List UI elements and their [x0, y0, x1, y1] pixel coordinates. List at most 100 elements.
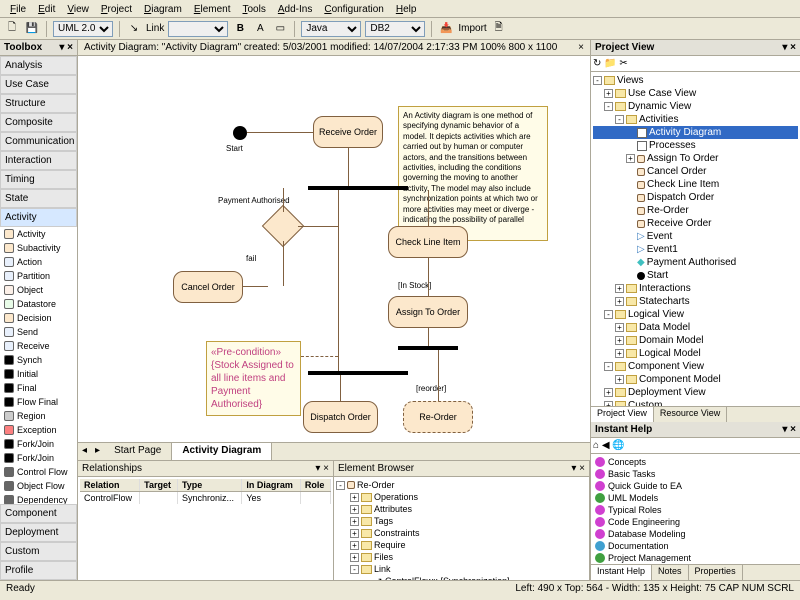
- tree-check-line-item[interactable]: Check Line Item: [593, 178, 798, 191]
- project-tree[interactable]: -Views+Use Case View-Dynamic View-Activi…: [591, 72, 800, 406]
- help-database-modeling[interactable]: Database Modeling: [593, 528, 798, 540]
- toolbox-item-flow-final[interactable]: Flow Final: [0, 395, 77, 409]
- tree-assign-to-order[interactable]: +Assign To Order: [593, 152, 798, 165]
- tab-instant-help[interactable]: Instant Help: [591, 565, 652, 580]
- precondition-note[interactable]: «Pre-condition»{Stock Assigned to all li…: [206, 341, 301, 416]
- toolbox-item-region[interactable]: Region: [0, 409, 77, 423]
- cut-icon[interactable]: ✂: [619, 58, 627, 69]
- bold-icon[interactable]: B: [232, 21, 248, 37]
- new-package-icon[interactable]: 📁: [604, 58, 616, 69]
- toolbox-section-use-case[interactable]: Use Case: [0, 75, 77, 94]
- arrow-icon[interactable]: ↘: [126, 21, 142, 37]
- help-concepts[interactable]: Concepts: [593, 456, 798, 468]
- toolbox-item-activity[interactable]: Activity: [0, 227, 77, 241]
- toolbox-item-exception[interactable]: Exception: [0, 423, 77, 437]
- doc-icon[interactable]: 🗎: [491, 21, 507, 37]
- menu-configuration[interactable]: Configuration: [318, 2, 390, 15]
- panel-controls[interactable]: ▾ ×: [571, 463, 585, 474]
- save-icon[interactable]: 💾: [24, 21, 40, 37]
- world-icon[interactable]: 🌐: [612, 440, 624, 451]
- eb-files[interactable]: + Files: [336, 551, 587, 563]
- pin-icon[interactable]: ▾ ×: [782, 42, 796, 53]
- toolbox-item-subactivity[interactable]: Subactivity: [0, 241, 77, 255]
- new-icon[interactable]: 🗋: [4, 21, 20, 37]
- toolbox-item-initial[interactable]: Initial: [0, 367, 77, 381]
- text-icon[interactable]: A: [252, 21, 268, 37]
- toolbox-item-object[interactable]: Object: [0, 283, 77, 297]
- tree-activity-diagram[interactable]: Activity Diagram: [593, 126, 798, 139]
- toolbox-item-decision[interactable]: Decision: [0, 311, 77, 325]
- tree-logical-view[interactable]: -Logical View: [593, 308, 798, 321]
- col-in-diagram[interactable]: In Diagram: [242, 479, 301, 492]
- tree-processes[interactable]: Processes: [593, 139, 798, 152]
- menu-tools[interactable]: Tools: [237, 2, 272, 15]
- close-icon[interactable]: ×: [578, 42, 584, 53]
- toolbox-section-analysis[interactable]: Analysis: [0, 56, 77, 75]
- tab-scroll-left[interactable]: ◂: [78, 443, 91, 460]
- import-icon[interactable]: 📥: [438, 21, 454, 37]
- eb-operations[interactable]: + Operations: [336, 491, 587, 503]
- tree-event1[interactable]: ▷Event1: [593, 243, 798, 256]
- activity-reorder[interactable]: Re-Order: [403, 401, 473, 433]
- tab-properties[interactable]: Properties: [689, 565, 743, 580]
- col-type[interactable]: Type: [177, 479, 241, 492]
- tree-activities[interactable]: -Activities: [593, 113, 798, 126]
- tree-interactions[interactable]: +Interactions: [593, 282, 798, 295]
- sync-bar-1[interactable]: [398, 346, 458, 350]
- toolbox-section-component[interactable]: Component: [0, 504, 77, 523]
- eb-link[interactable]: - Link: [336, 563, 587, 575]
- diagram-canvas[interactable]: Start Payment Authorised fail [In Stock]…: [78, 56, 590, 442]
- uml-select[interactable]: UML 2.0: [53, 21, 113, 37]
- pin-icon[interactable]: ▾ ×: [59, 42, 73, 53]
- sync-bar-0[interactable]: [308, 186, 408, 190]
- help-code-engineering[interactable]: Code Engineering: [593, 516, 798, 528]
- tree-receive-order[interactable]: Receive Order: [593, 217, 798, 230]
- menu-file[interactable]: File: [4, 2, 32, 15]
- activity-check[interactable]: Check Line Item: [388, 226, 468, 258]
- tree-component-view[interactable]: -Component View: [593, 360, 798, 373]
- tree-payment-authorised[interactable]: ◆Payment Authorised: [593, 256, 798, 269]
- toolbox-item-fork-join[interactable]: Fork/Join: [0, 451, 77, 465]
- db-select[interactable]: DB2: [365, 21, 425, 37]
- tree-component-model[interactable]: +Component Model: [593, 373, 798, 386]
- tab-scroll-right[interactable]: ▸: [91, 443, 104, 460]
- eb-link-item[interactable]: ↗ ControlFlow:: [Synchronization]: [336, 575, 587, 580]
- menu-add-ins[interactable]: Add-Ins: [272, 2, 318, 15]
- eb-require[interactable]: + Require: [336, 539, 587, 551]
- tree-start[interactable]: Start: [593, 269, 798, 282]
- toolbox-item-action[interactable]: Action: [0, 255, 77, 269]
- menu-help[interactable]: Help: [390, 2, 423, 15]
- tab-activity-diagram[interactable]: Activity Diagram: [172, 443, 272, 460]
- tab-resource-view[interactable]: Resource View: [654, 407, 727, 422]
- tree-dynamic-view[interactable]: -Dynamic View: [593, 100, 798, 113]
- tab-notes[interactable]: Notes: [652, 565, 689, 580]
- tree-data-model[interactable]: +Data Model: [593, 321, 798, 334]
- lang-select[interactable]: Java: [301, 21, 361, 37]
- tree-event[interactable]: ▷Event: [593, 230, 798, 243]
- toolbox-item-partition[interactable]: Partition: [0, 269, 77, 283]
- back-icon[interactable]: ◀: [602, 440, 610, 451]
- eb-constraints[interactable]: + Constraints: [336, 527, 587, 539]
- tree-custom[interactable]: +Custom: [593, 399, 798, 406]
- toolbox-section-custom[interactable]: Custom: [0, 542, 77, 561]
- toolbox-section-structure[interactable]: Structure: [0, 94, 77, 113]
- refresh-icon[interactable]: ↻: [593, 58, 601, 69]
- tree-use-case-view[interactable]: +Use Case View: [593, 87, 798, 100]
- toolbox-item-object-flow[interactable]: Object Flow: [0, 479, 77, 493]
- menu-view[interactable]: View: [61, 2, 95, 15]
- description-note[interactable]: An Activity diagram is one method of spe…: [398, 106, 548, 241]
- help-typical-roles[interactable]: Typical Roles: [593, 504, 798, 516]
- table-row[interactable]: ControlFlowSynchroniz...Yes: [80, 492, 331, 505]
- toolbox-section-activity[interactable]: Activity: [0, 208, 77, 227]
- col-relation[interactable]: Relation: [80, 479, 140, 492]
- menu-element[interactable]: Element: [188, 2, 237, 15]
- toolbox-item-fork-join[interactable]: Fork/Join: [0, 437, 77, 451]
- toolbox-item-send[interactable]: Send: [0, 325, 77, 339]
- panel-controls[interactable]: ▾ ×: [315, 463, 329, 474]
- activity-cancel[interactable]: Cancel Order: [173, 271, 243, 303]
- toolbox-section-timing[interactable]: Timing: [0, 170, 77, 189]
- toolbox-section-composite[interactable]: Composite: [0, 113, 77, 132]
- toolbox-item-dependency[interactable]: Dependency: [0, 493, 77, 504]
- toolbox-item-final[interactable]: Final: [0, 381, 77, 395]
- frame-icon[interactable]: ▭: [272, 21, 288, 37]
